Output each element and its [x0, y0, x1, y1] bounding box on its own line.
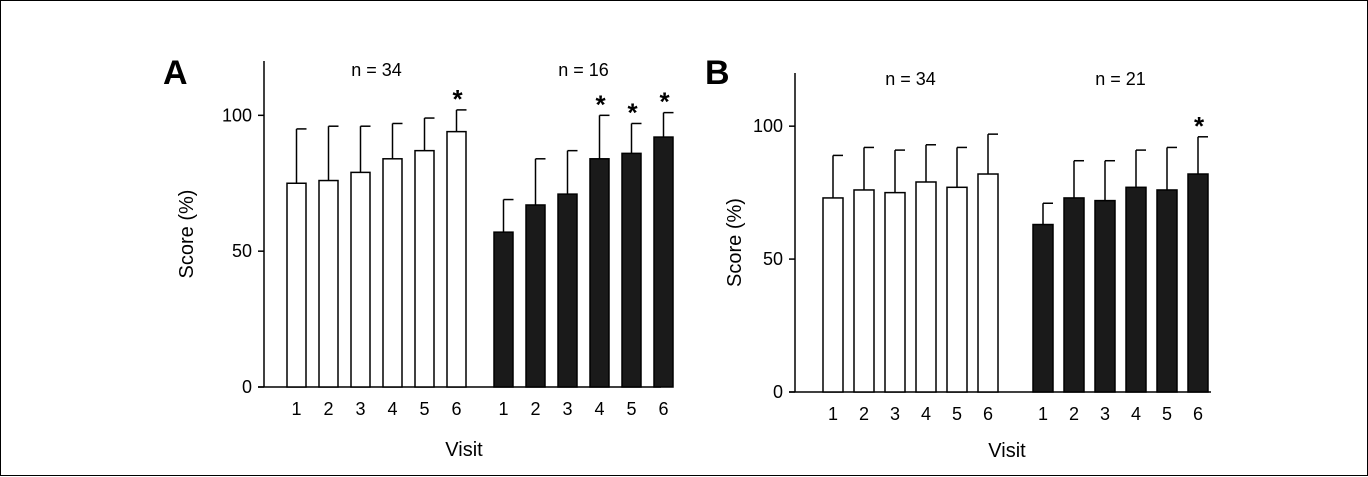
- panel-b-bar: [915, 181, 937, 393]
- panel-b-bar: [853, 189, 875, 393]
- panel-b-y-tick-label: 0: [773, 382, 783, 402]
- panel-a-bar: [493, 231, 514, 388]
- panel-b-x-tick-label: 3: [890, 404, 900, 424]
- panel-a-significance-mark: *: [452, 84, 463, 114]
- panel-a-bar: [557, 193, 578, 388]
- panel-b-x-tick-label: 1: [1038, 404, 1048, 424]
- panel-a-x-tick-label: 3: [355, 399, 365, 419]
- panel-a-x-tick-label: 2: [530, 399, 540, 419]
- panel-b-y-tick-label: 100: [753, 116, 783, 136]
- panel-b-bar: [1063, 197, 1085, 393]
- panel-a-bar: [414, 149, 435, 388]
- panel-b-x-tick-label: 4: [1131, 404, 1141, 424]
- panel-b-x-tick-label: 2: [859, 404, 869, 424]
- panel-a-x-tick-label: 1: [291, 399, 301, 419]
- panel-a-x-axis-label: Visit: [445, 439, 483, 461]
- panel-a-x-tick-label: 4: [387, 399, 397, 419]
- panel-a-bar: [446, 130, 467, 388]
- panel-a-bar: [653, 136, 674, 388]
- panel-a-x-tick-label: 5: [419, 399, 429, 419]
- panel-b-bar: [1032, 223, 1054, 393]
- panel-b-y-tick-label: 50: [763, 249, 783, 269]
- panel-b-x-tick-label: 2: [1069, 404, 1079, 424]
- panel-b-x-axis-label: Visit: [988, 440, 1026, 462]
- panel-b-bar: [946, 186, 968, 393]
- panel-a-y-tick-label: 50: [232, 241, 252, 261]
- panel-a-x-tick-label: 1: [498, 399, 508, 419]
- panel-b-group-label: n = 34: [885, 69, 936, 89]
- panel-a-bar: [350, 171, 371, 388]
- panel-b-x-tick-label: 4: [921, 404, 931, 424]
- panel-a-y-axis-label: Score (%): [176, 190, 198, 279]
- panel-b-bar: [822, 197, 844, 393]
- panel-a-significance-mark: *: [659, 87, 670, 117]
- panel-a-x-tick-label: 6: [451, 399, 461, 419]
- panel-a-bar: [318, 179, 339, 388]
- panel-b-bar: [884, 191, 906, 393]
- panel-a-label: A: [163, 54, 188, 92]
- panel-b-bar: [977, 173, 999, 393]
- panel-b-x-tick-label: 6: [1193, 404, 1203, 424]
- panel-a-group-label: n = 34: [351, 60, 402, 80]
- panel-a-bar: [286, 182, 307, 388]
- panel-b-label: B: [705, 54, 730, 92]
- panel-a-y-tick-label: 100: [222, 105, 252, 125]
- panel-a-y-tick-label: 0: [242, 377, 252, 397]
- panel-a-bar: [621, 152, 642, 388]
- panel-b-x-tick-label: 5: [952, 404, 962, 424]
- panel-b-bar: [1125, 186, 1147, 393]
- panel-b-y-axis-label: Score (%): [724, 198, 746, 287]
- panel-a-bar: [589, 158, 610, 388]
- panel-a-x-tick-label: 2: [323, 399, 333, 419]
- panel-a-group-label: n = 16: [558, 60, 609, 80]
- panel-b-bar: [1156, 189, 1178, 393]
- panel-a-significance-mark: *: [595, 89, 606, 119]
- panel-a-bar: [382, 158, 403, 388]
- panel-a-bar: [525, 204, 546, 388]
- panel-b-significance-mark: *: [1194, 111, 1205, 141]
- panel-a-x-tick-label: 3: [562, 399, 572, 419]
- panel-a-significance-mark: *: [627, 97, 638, 127]
- panel-a-x-tick-label: 5: [626, 399, 636, 419]
- panel-b-bar: [1187, 173, 1209, 393]
- panel-b-group-label: n = 21: [1095, 69, 1146, 89]
- panel-a-x-tick-label: 6: [658, 399, 668, 419]
- panel-b-x-tick-label: 3: [1100, 404, 1110, 424]
- panel-b-x-tick-label: 1: [828, 404, 838, 424]
- panel-a-x-tick-label: 4: [594, 399, 604, 419]
- panel-b-x-tick-label: 6: [983, 404, 993, 424]
- panel-b-x-tick-label: 5: [1162, 404, 1172, 424]
- panel-b-bar: [1094, 199, 1116, 393]
